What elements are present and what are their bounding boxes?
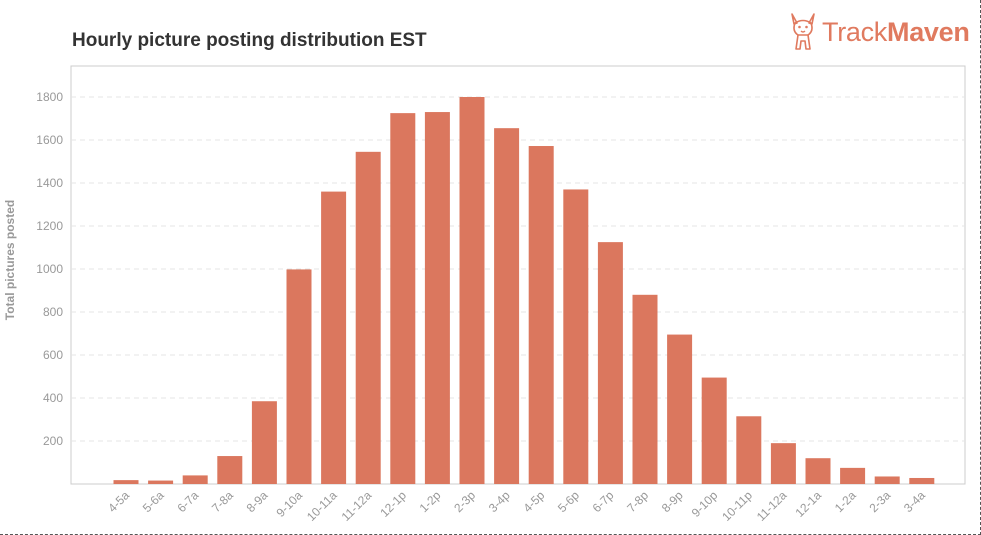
x-tick-label: 11-12a <box>754 488 790 524</box>
bar-7-8p <box>632 294 658 484</box>
bar-1-2a <box>840 467 866 484</box>
brand-prefix: Track <box>822 16 887 47</box>
bar-9-10p <box>701 377 727 484</box>
chart-title: Hourly picture posting distribution EST <box>72 30 427 51</box>
x-tick-label: 12-1a <box>793 488 825 520</box>
bar-2-3p <box>459 97 485 484</box>
x-tick-label: 3-4a <box>901 488 928 515</box>
x-tick-label: 2-3a <box>866 488 893 515</box>
y-tick-label: 1800 <box>36 90 63 104</box>
bar-10-11p <box>736 416 762 484</box>
y-tick-label: 800 <box>43 305 63 319</box>
bar-12-1a <box>805 458 831 484</box>
y-tick-label: 200 <box>43 434 63 448</box>
y-tick-label: 1200 <box>36 219 63 233</box>
x-tick-label: 4-5p <box>520 488 547 515</box>
x-tick-label: 3-4p <box>486 488 513 515</box>
bar-3-4p <box>494 128 520 485</box>
bar-8-9p <box>667 334 693 484</box>
x-tick-label: 6-7p <box>590 488 617 515</box>
bar-9-10a <box>286 269 312 484</box>
brand-wordmark: TrackMaven <box>822 17 970 48</box>
bar-5-6p <box>563 189 589 484</box>
x-tick-label: 10-11a <box>304 488 340 524</box>
x-tick-label: 5-6a <box>140 488 167 515</box>
x-tick-label: 9-10p <box>689 488 721 520</box>
bar-10-11a <box>321 191 347 484</box>
x-tick-label: 1-2a <box>832 488 859 515</box>
bar-7-8a <box>217 456 243 484</box>
x-tick-label: 7-8p <box>624 488 651 515</box>
x-tick-label: 7-8a <box>209 488 236 515</box>
x-tick-label: 9-10a <box>274 488 306 520</box>
y-tick-label: 1400 <box>36 176 63 190</box>
bar-3-4a <box>909 477 935 484</box>
y-tick-label: 1600 <box>36 133 63 147</box>
grid-lines <box>71 96 965 442</box>
bar-12-1p <box>390 113 416 484</box>
bar-5-6a <box>148 480 174 484</box>
trackmaven-logo[interactable]: TrackMaven <box>788 10 970 54</box>
bar-6-7a <box>182 475 208 484</box>
bar-6-7p <box>597 242 623 484</box>
x-tick-label: 6-7a <box>174 488 201 515</box>
y-tick-label: 1000 <box>36 262 63 276</box>
bar-2-3a <box>874 476 900 484</box>
bar-4-5p <box>528 146 554 484</box>
x-tick-label: 2-3p <box>451 488 478 515</box>
x-tick-label: 8-9p <box>659 488 686 515</box>
y-axis-label: Total pictures posted <box>3 200 17 320</box>
corgi-dog-logo-icon <box>791 13 815 50</box>
bar-4-5a <box>113 480 139 484</box>
x-tick-label: 10-11p <box>719 488 755 524</box>
x-tick-label: 11-12a <box>339 488 375 524</box>
x-tick-label: 4-5a <box>105 488 132 515</box>
x-tick-label: 8-9a <box>244 488 271 515</box>
bars <box>113 97 935 485</box>
bar-8-9a <box>251 401 277 484</box>
y-tick-label: 600 <box>43 348 63 362</box>
brand-suffix: Maven <box>887 16 970 47</box>
x-tick-label: 1-2p <box>417 488 444 515</box>
y-tick-labels: 200 400 600 800 1000 1200 1400 1600 1800 <box>36 90 63 448</box>
bar-11-12a <box>355 151 381 484</box>
y-tick-label: 400 <box>43 391 63 405</box>
x-tick-label: 5-6p <box>555 488 582 515</box>
x-tick-label: 12-1p <box>377 488 409 520</box>
bar-1-2p <box>424 112 450 485</box>
bar-11-12a <box>770 443 796 484</box>
